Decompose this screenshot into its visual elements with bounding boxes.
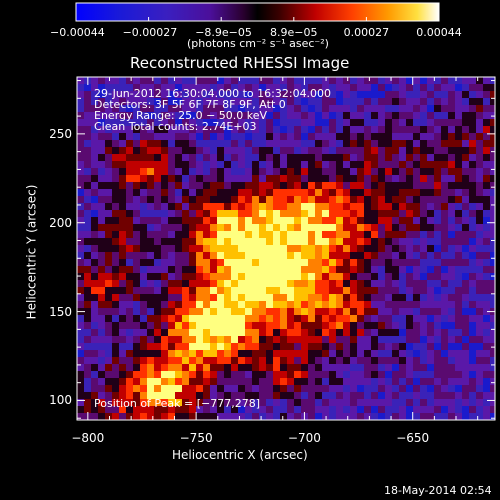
colorbar-tick-label: −0.00027 xyxy=(122,26,178,39)
colorbar-tick-label: −0.00044 xyxy=(50,26,105,39)
peak-position: Position of Peak = [−777,278] xyxy=(94,397,261,410)
x-tick-label: −700 xyxy=(287,431,321,445)
info-line-clean: Clean Total counts: 2.74E+03 xyxy=(94,120,257,133)
x-tick-label: −800 xyxy=(71,431,105,445)
axis-ticks xyxy=(77,77,495,420)
info-line-detectors: Detectors: 3F 5F 6F 7F 8F 9F, Att 0 xyxy=(94,98,286,111)
colorbar xyxy=(75,2,440,22)
colorbar-ticks xyxy=(75,17,440,21)
y-axis-label: Heliocentric Y (arcsec) xyxy=(24,184,39,320)
plot-frame xyxy=(76,76,496,421)
y-tick-label: 100 xyxy=(49,393,72,408)
colorbar-tick-label: 0.00027 xyxy=(343,26,390,39)
colorbar-tick-label: 0.00044 xyxy=(416,26,462,39)
colorbar-units: (photons cm⁻² s⁻¹ asec⁻²) xyxy=(187,37,329,50)
page-title: Reconstructed RHESSI Image xyxy=(130,54,350,72)
heatmap-image xyxy=(77,77,495,420)
y-tick-label: 200 xyxy=(49,215,72,230)
x-tick-label: −650 xyxy=(396,431,430,445)
x-axis-label: Heliocentric X (arcsec) xyxy=(172,448,308,462)
timestamp: 18-May-2014 02:54 xyxy=(384,484,492,497)
colorbar-tick-label: −8.9e−05 xyxy=(195,26,252,39)
info-line-time: 29-Jun-2012 16:30:04.000 to 16:32:04.000 xyxy=(94,87,332,100)
y-tick-label: 250 xyxy=(49,126,72,141)
y-tick-label: 150 xyxy=(49,304,72,319)
info-line-energy: Energy Range: 25.0 − 50.0 keV xyxy=(94,109,268,122)
x-tick-label: −750 xyxy=(179,431,213,445)
colorbar-tick-label: 8.9e−05 xyxy=(270,26,318,39)
